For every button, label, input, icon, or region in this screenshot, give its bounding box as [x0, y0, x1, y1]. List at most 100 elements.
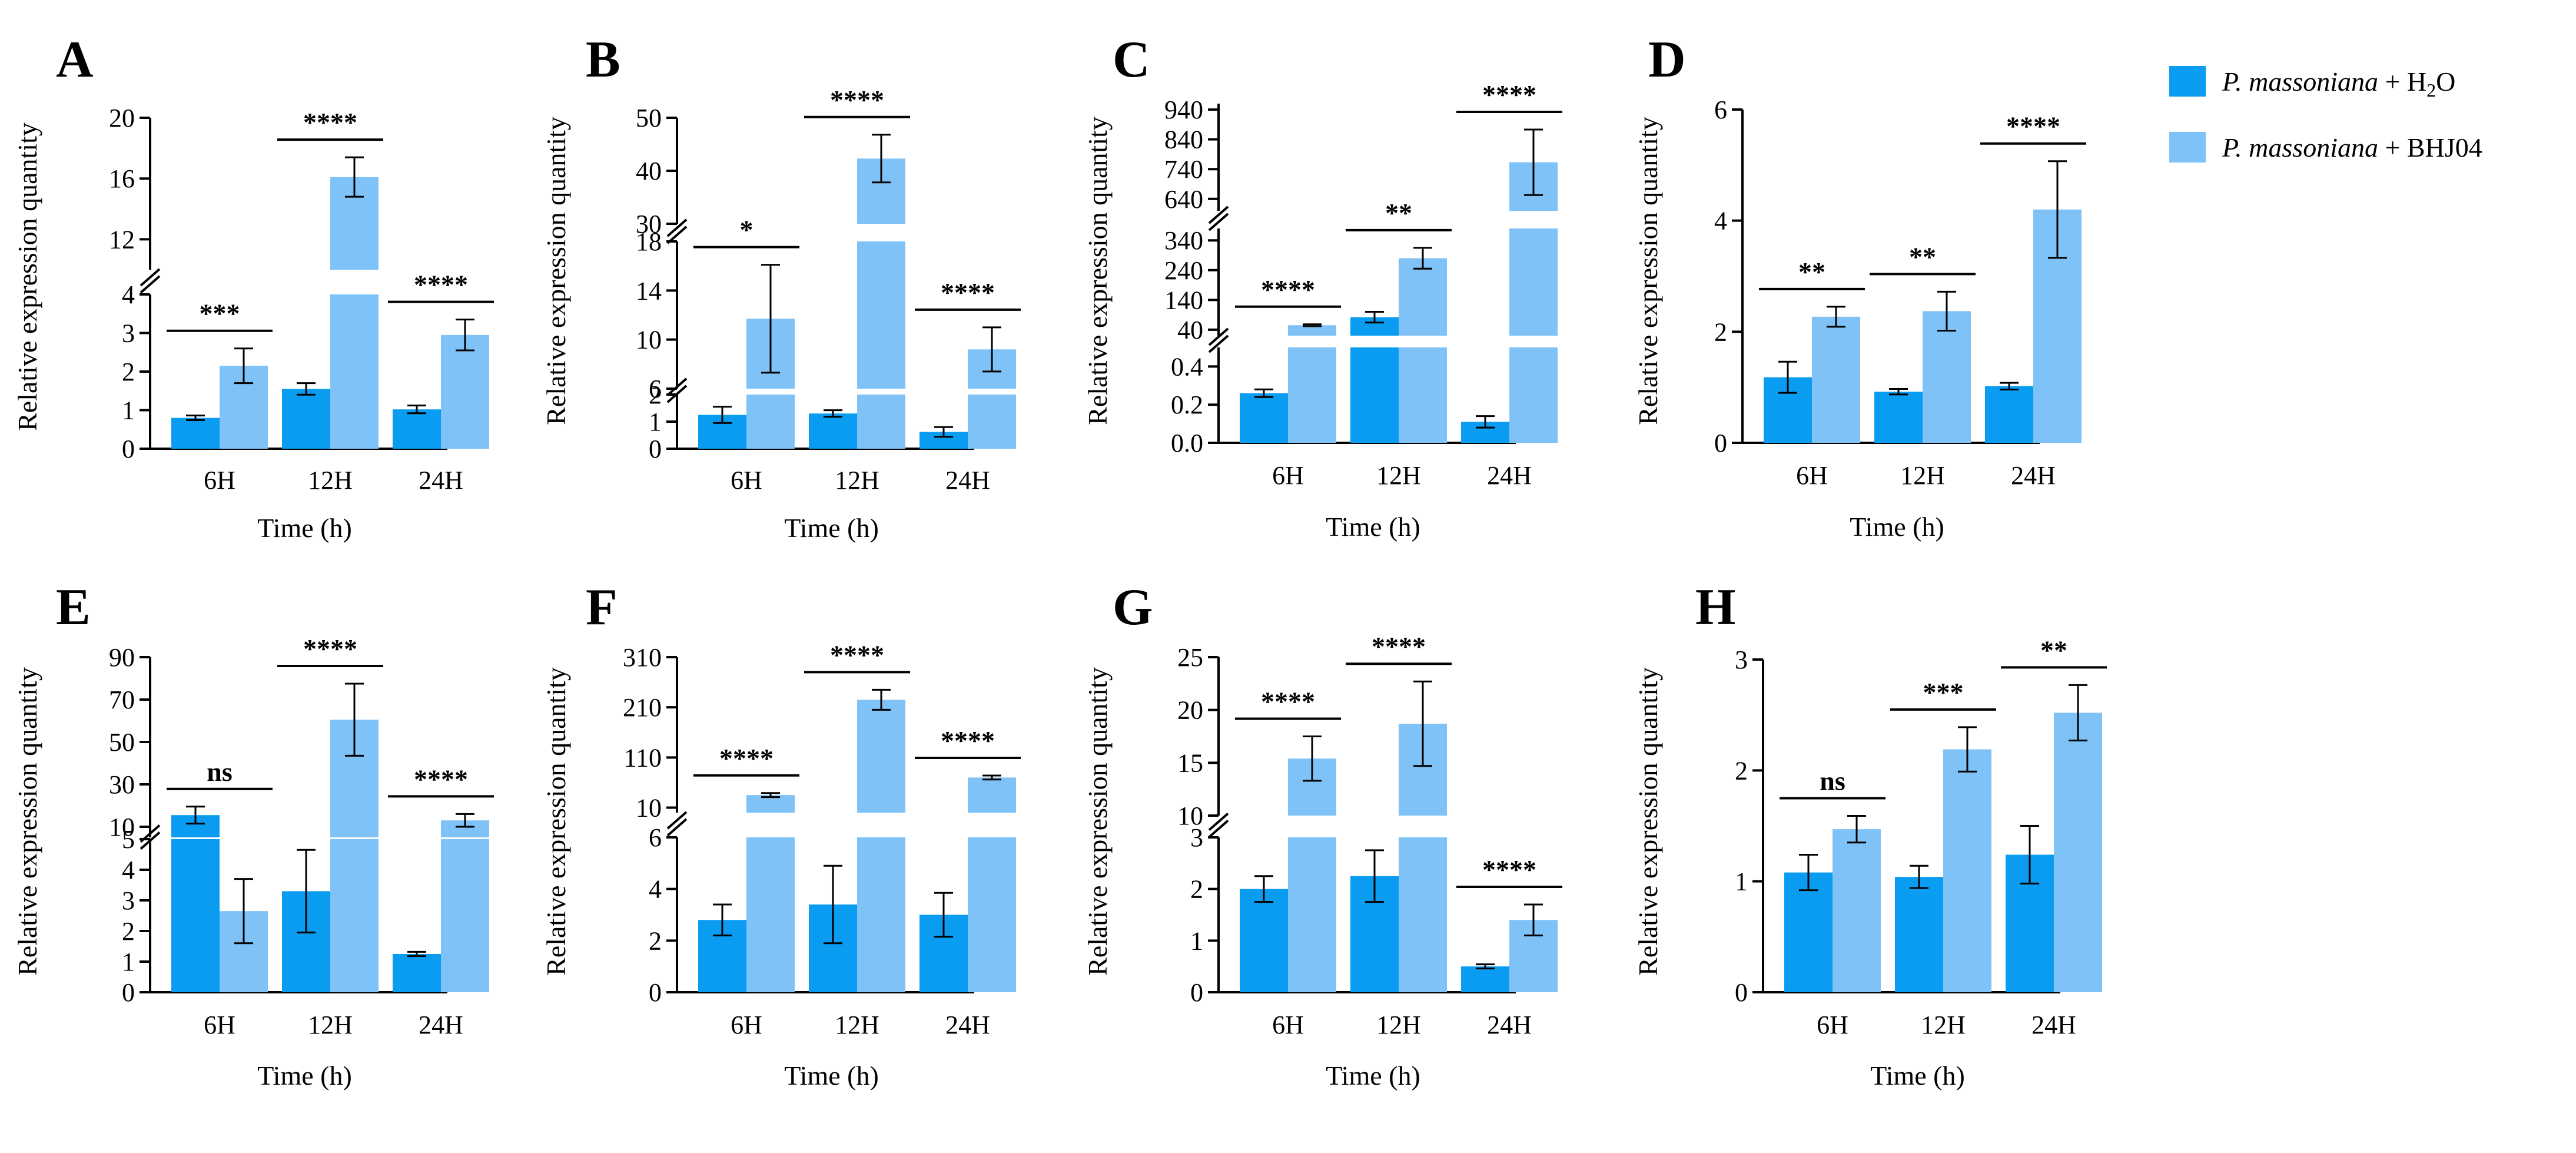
- y-tick-label: 70: [109, 685, 135, 714]
- x-tick-label: 6H: [731, 466, 762, 495]
- legend-species: P. massoniana: [2222, 132, 2378, 163]
- y-tick-label: 840: [1164, 125, 1203, 154]
- y-tick-label: 10: [109, 813, 135, 841]
- bar-break-gap: [1509, 336, 1558, 347]
- legend-subscript: 2: [2426, 79, 2436, 101]
- axis-break-mark: [1208, 819, 1229, 839]
- bar: [1288, 758, 1336, 992]
- y-axis-title: Relative expression quantity: [1633, 667, 1663, 976]
- axis-break-mark: [1208, 812, 1229, 831]
- bar: [857, 158, 905, 449]
- bar: [393, 954, 441, 992]
- y-tick-label: 1: [1735, 867, 1748, 896]
- y-tick-label: 640: [1164, 185, 1203, 214]
- x-tick-label: 24H: [2011, 461, 2056, 490]
- y-tick-label: 210: [623, 693, 662, 722]
- legend-species: P. massoniana: [2222, 67, 2378, 97]
- bar-break-gap: [857, 224, 906, 241]
- legend-swatch: [2169, 66, 2206, 97]
- bar: [1784, 872, 1833, 992]
- y-tick-label: 110: [624, 743, 662, 772]
- significance-label: ***: [200, 299, 240, 329]
- y-tick-label: 40: [636, 157, 662, 185]
- bar: [1874, 392, 1923, 443]
- axis-break-mark: [1208, 334, 1229, 353]
- panel-letter: E: [56, 579, 91, 636]
- y-tick-label: 2: [1735, 756, 1748, 785]
- x-tick-label: 12H: [1921, 1010, 1966, 1039]
- y-tick-label: 10: [636, 326, 662, 354]
- y-tick-label: 6: [649, 823, 662, 852]
- x-tick-label: 12H: [1376, 1010, 1421, 1039]
- panel-letter: A: [56, 31, 94, 88]
- significance-label: **: [2040, 635, 2067, 665]
- x-tick-label: 6H: [1272, 1010, 1304, 1039]
- y-tick-label: 3: [1735, 645, 1748, 674]
- bar-break-gap: [1350, 336, 1399, 347]
- y-tick-label: 2: [122, 357, 135, 386]
- y-axis-title: Relative expression quantity: [12, 667, 42, 976]
- y-tick-label: 50: [636, 104, 662, 132]
- axis-break-mark: [666, 811, 688, 830]
- significance-label: ****: [1372, 631, 1426, 661]
- significance-label: ****: [1482, 854, 1536, 884]
- panel-letter: B: [586, 31, 620, 88]
- y-tick-label: 4: [649, 875, 662, 904]
- y-tick-label: 4: [122, 280, 135, 309]
- bar: [1943, 749, 1991, 992]
- y-tick-label: 340: [1164, 226, 1203, 255]
- x-tick-label: 6H: [1796, 461, 1828, 490]
- x-tick-label: 12H: [835, 466, 879, 495]
- x-tick-label: 24H: [945, 466, 990, 495]
- y-tick-label: 14: [636, 276, 662, 305]
- bar: [1240, 393, 1288, 443]
- bar: [1895, 877, 1943, 992]
- y-tick-label: 20: [1177, 696, 1203, 725]
- x-axis-title: Time (h): [1326, 512, 1420, 542]
- bar: [1833, 829, 1881, 992]
- x-axis-title: Time (h): [784, 513, 879, 543]
- bar-break-gap: [440, 837, 490, 839]
- bar-break-gap: [330, 837, 379, 839]
- significance-label: ****: [303, 107, 357, 137]
- legend-label: P. massoniana + BHJ04: [2222, 132, 2482, 163]
- x-tick-label: 24H: [419, 1010, 463, 1039]
- y-tick-label: 2: [1190, 875, 1203, 904]
- bar: [2054, 713, 2102, 992]
- bar-break-gap: [857, 389, 906, 395]
- axis-break-mark: [140, 831, 161, 850]
- y-tick-label: 2: [1714, 317, 1727, 346]
- x-tick-label: 6H: [731, 1010, 762, 1039]
- legend-swatch: [2169, 132, 2206, 163]
- axis-break-mark: [140, 275, 161, 294]
- bar-break-gap: [967, 813, 1017, 837]
- y-tick-label: 1: [1190, 926, 1203, 955]
- axis-break-mark: [666, 226, 688, 244]
- y-axis-title: Relative expression quantity: [541, 667, 571, 976]
- panel-letter: D: [1648, 31, 1686, 88]
- y-tick-label: 90: [109, 643, 135, 672]
- significance-label: ns: [207, 757, 232, 787]
- bar: [1461, 966, 1509, 992]
- bar-break-gap: [330, 270, 379, 294]
- bar: [1923, 311, 1971, 443]
- x-tick-label: 24H: [1487, 1010, 1532, 1039]
- y-tick-label: 2: [649, 926, 662, 955]
- axis-break-mark: [666, 385, 688, 403]
- legend-tail: O: [2436, 67, 2455, 97]
- significance-label: **: [1909, 241, 1936, 271]
- x-axis-title: Time (h): [784, 1061, 879, 1091]
- y-tick-label: 4: [1714, 207, 1727, 236]
- y-tick-label: 6: [649, 375, 662, 403]
- bar: [1399, 258, 1447, 443]
- y-tick-label: 310: [623, 643, 662, 672]
- bar: [1812, 316, 1860, 443]
- axis-break-mark: [666, 818, 688, 837]
- y-tick-label: 1: [122, 947, 135, 976]
- panel-letter: G: [1113, 579, 1153, 636]
- bar: [968, 777, 1016, 992]
